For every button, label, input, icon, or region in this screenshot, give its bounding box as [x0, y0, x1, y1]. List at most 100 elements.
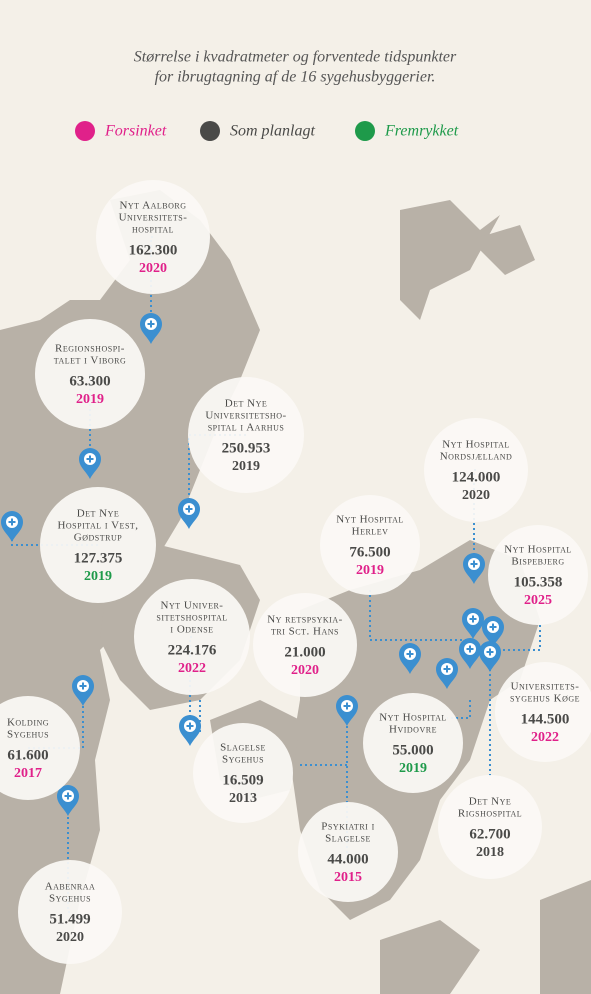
hospital-name: Bispebjerg [511, 556, 564, 568]
hospital-circle [134, 579, 250, 695]
hospital-circle [96, 180, 210, 294]
hospital-circle [40, 487, 156, 603]
hospital-year: 2020 [462, 488, 490, 503]
hospital-name: Det Nye [77, 508, 120, 520]
subtitle-line: for ibrugtagning af de 16 sygehusbyggeri… [155, 69, 436, 86]
hospital-name: Gødstrup [74, 532, 122, 544]
pin-cross [469, 615, 477, 623]
hospital-circle [438, 775, 542, 879]
hospital-area: 76.500 [349, 544, 390, 560]
hospital-year: 2013 [229, 791, 257, 806]
subtitle-line: Størrelse i kvadratmeter og forventede t… [134, 49, 457, 66]
hospital-area: 16.509 [222, 772, 263, 788]
hospital-year: 2019 [399, 761, 427, 776]
hospital-name: hospital [132, 224, 174, 236]
hospital-name: Sygehus [49, 893, 91, 905]
hospital-year: 2019 [84, 569, 112, 584]
pin-cross [489, 623, 497, 631]
hospital-name: Ny retspsykia- [267, 614, 343, 626]
pin-cross [64, 792, 72, 800]
connector [369, 590, 470, 641]
hospital-year: 2020 [291, 663, 319, 678]
hospital-name: Hospital i Vest, [57, 520, 138, 532]
hospital-area: 144.500 [521, 711, 570, 727]
hospital-year: 2022 [531, 730, 559, 745]
hospital-name: Slagelse [325, 833, 371, 845]
hospitals: Nyt AalborgUniversitets-hospital162.3002… [0, 180, 591, 964]
subtitle: Størrelse i kvadratmeter og forventede t… [134, 49, 457, 86]
hospital-name: Universitets- [119, 212, 188, 224]
hospital-name: sygehus Køge [510, 693, 580, 705]
hospital-circle [193, 723, 293, 823]
hospital-name: i Odense [170, 624, 213, 636]
hospital-area: 224.176 [168, 642, 217, 658]
hospital-name: spital i Aarhus [208, 422, 285, 434]
hospital-area: 51.499 [49, 911, 90, 927]
connector [11, 528, 98, 546]
hospital-area: 127.375 [74, 550, 123, 566]
legend-label: Fremrykket [384, 123, 459, 140]
hospital-year: 2019 [356, 563, 384, 578]
pin-cross [443, 665, 451, 673]
pin-cross [79, 682, 87, 690]
hospital-area: 250.953 [222, 440, 271, 456]
hospital-name: Nordsjælland [440, 451, 513, 463]
hospital-circle [298, 802, 398, 902]
hospital-name: Sygehus [7, 729, 49, 741]
pins [1, 313, 504, 816]
hospital-year: 2019 [232, 459, 260, 474]
hospital-name: Psykiatri i [321, 821, 374, 833]
hospital-name: Det Nye [225, 398, 268, 410]
hospital-circle [18, 860, 122, 964]
hospital-circle [363, 693, 463, 793]
pin-cross [406, 650, 414, 658]
hospital-year: 2017 [14, 766, 42, 781]
connector [490, 625, 541, 651]
hospital-area: 55.000 [392, 742, 433, 758]
hospital-name: Universitets- [511, 681, 580, 693]
hospital-area: 62.700 [469, 826, 510, 842]
hospital-area: 105.358 [514, 574, 563, 590]
hospital-circle [0, 696, 80, 800]
hospital-area: 21.000 [284, 644, 325, 660]
hospital-circle [424, 418, 528, 522]
hospital-name: talet i Viborg [54, 355, 126, 367]
hospital-name: Aabenraa [45, 881, 96, 893]
pin-cross [185, 505, 193, 513]
hospital-name: Nyt Univer- [161, 600, 224, 612]
hospital-name: Nyt Hospital [504, 544, 572, 556]
pin-cross [343, 702, 351, 710]
legend-label: Som planlagt [230, 123, 315, 140]
hospital-name: Det Nye [469, 796, 512, 808]
pin-cross [186, 722, 194, 730]
pin-cross [466, 645, 474, 653]
hospital-name: Universitetsho- [205, 410, 286, 422]
hospital-name: sitetshospital [156, 612, 227, 624]
hospital-name: Kolding [7, 717, 49, 729]
legend-dot [355, 121, 375, 141]
hospital-year: 2022 [178, 661, 206, 676]
hospital-name: Nyt Hospital [379, 712, 447, 724]
hospital-area: 162.300 [129, 242, 178, 258]
hospital-circle [320, 495, 420, 595]
pin-cross [470, 560, 478, 568]
hospital-name: Nyt Hospital [336, 514, 404, 526]
connector [447, 700, 471, 719]
hospital-circle [188, 377, 304, 493]
pin-cross [86, 455, 94, 463]
legend-dot [75, 121, 95, 141]
hospital-circle [488, 525, 588, 625]
hospital-circle [253, 593, 357, 697]
hospital-year: 2018 [476, 845, 504, 860]
hospital-circle [495, 662, 591, 762]
hospital-year: 2025 [524, 593, 552, 608]
hospital-year: 2020 [56, 930, 84, 945]
hospital-area: 44.000 [327, 851, 368, 867]
legend-dot [200, 121, 220, 141]
hospital-name: Hvidovre [389, 724, 437, 736]
hospital-year: 2019 [76, 392, 104, 407]
hospital-name: Herlev [352, 526, 389, 538]
hospital-area: 61.600 [7, 747, 48, 763]
pin-cross [8, 518, 16, 526]
hospital-name: Nyt Hospital [442, 439, 510, 451]
